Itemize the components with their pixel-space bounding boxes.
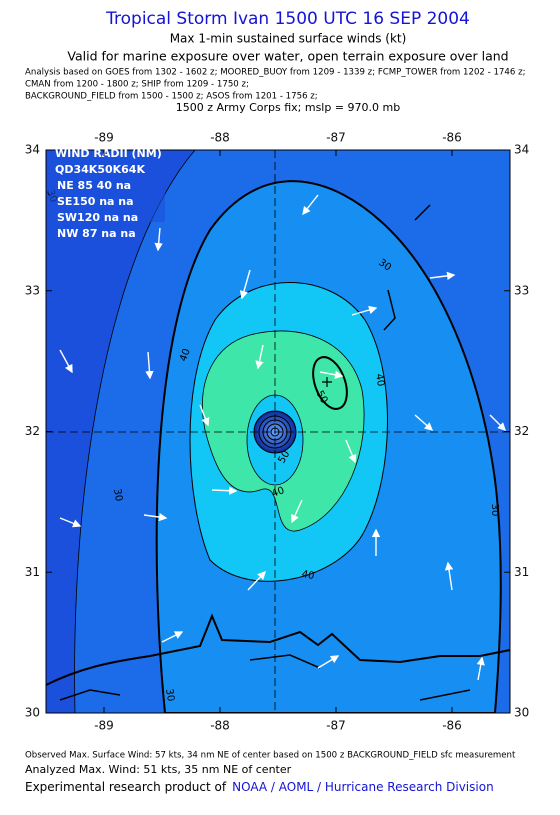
analysis-line: BACKGROUND_FIELD from 1500 - 1500 z; ASO… — [25, 92, 318, 102]
contour-label: 40 — [178, 347, 193, 363]
x-tick-label: -87 — [326, 719, 346, 733]
contour-label: 30 — [111, 488, 124, 502]
map-field: 3030303030404040405050 — [46, 150, 510, 713]
y-tick-label: 33 — [514, 283, 529, 297]
radii-header: QD34K50K64K — [55, 163, 145, 176]
y-tick-label: 34 — [25, 143, 40, 157]
radii-row: SW120 na na — [57, 211, 138, 224]
observed-max: Observed Max. Surface Wind: 57 kts, 34 n… — [25, 751, 516, 761]
y-tick-label: 31 — [25, 565, 40, 579]
x-tick-label: -87 — [326, 131, 346, 145]
contour-label: 40 — [270, 485, 286, 500]
credit-text: Experimental research product of — [25, 780, 227, 794]
x-tick-label: -88 — [210, 131, 230, 145]
fix: 1500 z Army Corps fix; mslp = 970.0 mb — [176, 101, 401, 114]
validity: Valid for marine exposure over water, op… — [67, 49, 508, 64]
y-tick-label: 30 — [25, 706, 40, 720]
wind-arrows — [59, 194, 506, 681]
radii-row: NW 87 na na — [57, 227, 136, 240]
y-tick-label: 32 — [514, 424, 529, 438]
credit: Experimental research product of NOAA / A… — [25, 780, 494, 794]
analysis-line: Analysis based on GOES from 1302 - 1602 … — [25, 68, 525, 78]
y-tick-label: 32 — [25, 424, 40, 438]
title: Tropical Storm Ivan 1500 UTC 16 SEP 2004 — [105, 9, 470, 29]
y-tick-label: 31 — [514, 565, 529, 579]
radii-title: WIND RADII (NM) — [55, 147, 162, 160]
analysis-line: CMAN from 1200 - 1800 z; SHIP from 1209 … — [25, 80, 249, 90]
x-tick-label: -89 — [94, 719, 114, 733]
contour-label: 40 — [301, 569, 315, 582]
radii-row: SE150 na na — [57, 195, 134, 208]
y-tick-label: 30 — [514, 706, 529, 720]
contour-label: 30 — [163, 688, 176, 702]
y-tick-label: 34 — [514, 143, 529, 157]
credit-link[interactable]: NOAA / AOML / Hurricane Research Divisio… — [232, 780, 494, 794]
analyzed-max: Analyzed Max. Wind: 51 kts, 35 nm NE of … — [25, 763, 292, 776]
contour-label: 40 — [373, 373, 386, 387]
x-tick-label: -86 — [442, 131, 462, 145]
x-tick-label: -89 — [94, 131, 114, 145]
x-tick-label: -86 — [442, 719, 462, 733]
y-tick-label: 33 — [25, 283, 40, 297]
contour-label: 30 — [489, 504, 500, 517]
radii-row: NE 85 40 na — [57, 179, 131, 192]
subtitle: Max 1-min sustained surface winds (kt) — [170, 32, 407, 46]
x-tick-label: -88 — [210, 719, 230, 733]
